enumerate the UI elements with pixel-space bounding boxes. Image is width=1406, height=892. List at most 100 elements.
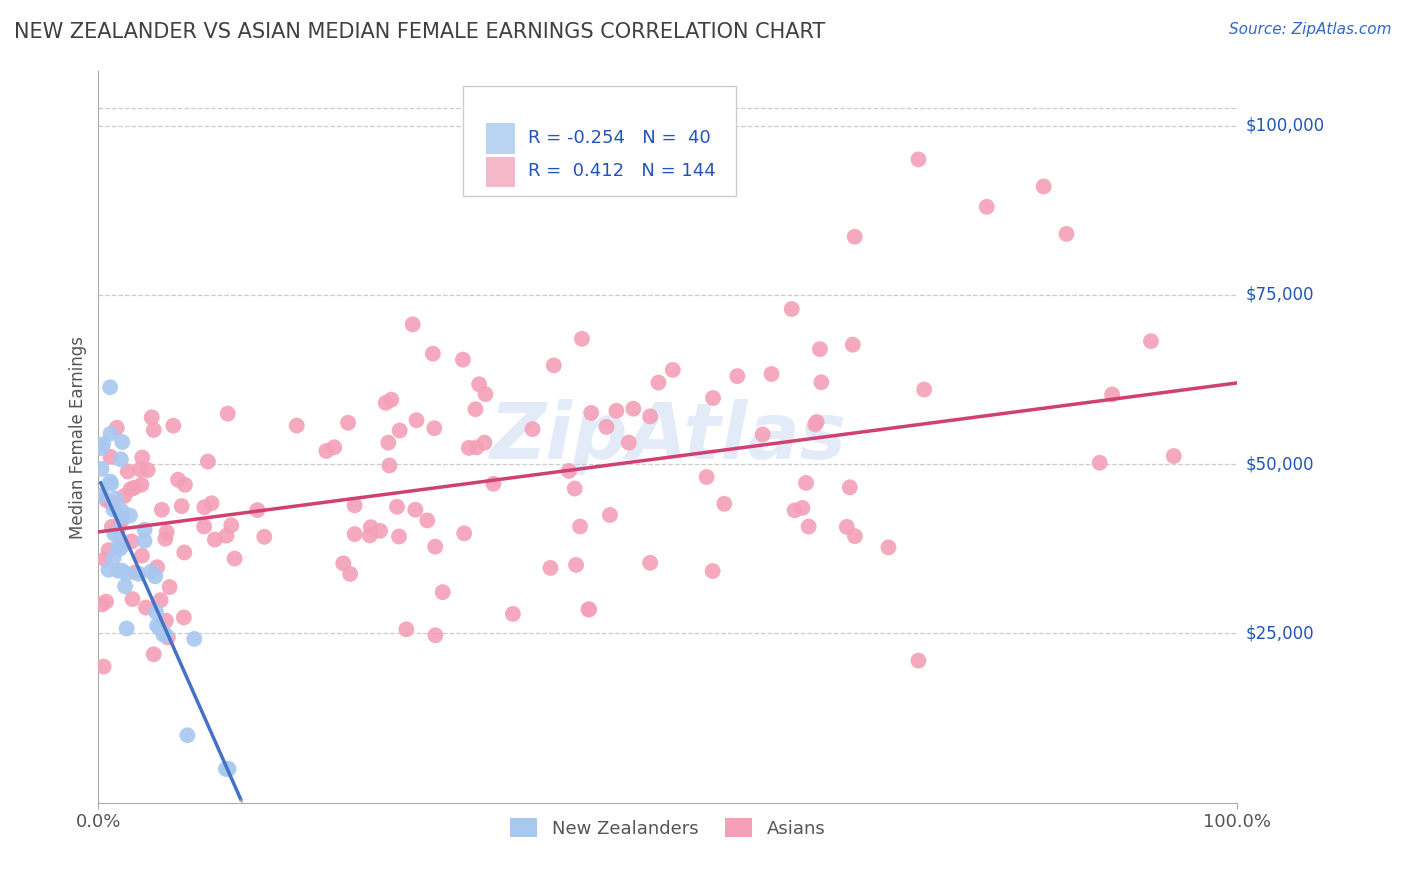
Point [183,632,205,646]
Point [150,503,173,517]
Point [806,415,828,429]
Text: $100,000: $100,000 [1246,117,1324,135]
Point [94,552,117,566]
Point [404,502,426,516]
Point [661,363,683,377]
Point [100,476,122,491]
Point [107,564,129,578]
Text: R = -0.254   N =  40: R = -0.254 N = 40 [527,129,710,147]
Point [621,401,644,416]
Point [792,500,814,515]
Point [215,529,238,543]
Point [323,440,346,454]
Point [482,476,505,491]
Point [104,491,127,506]
Point [146,618,169,632]
Point [377,435,399,450]
Point [315,444,337,458]
Point [564,482,586,496]
Point [804,417,827,432]
Point [360,520,382,534]
Point [111,509,134,524]
Point [538,561,561,575]
Point [111,564,134,578]
Point [571,332,593,346]
Point [97,563,120,577]
Point [595,420,617,434]
Point [219,518,242,533]
Point [474,435,496,450]
Point [124,566,146,580]
Point [135,600,157,615]
Point [388,529,411,543]
Point [797,519,820,533]
Point [1032,179,1054,194]
Point [96,493,118,508]
Point [702,391,724,405]
Point [117,465,139,479]
Point [115,622,138,636]
Point [647,376,669,390]
Point [1163,449,1185,463]
Point [713,497,735,511]
FancyBboxPatch shape [485,157,515,186]
Point [422,347,444,361]
Point [761,367,783,381]
Point [91,437,114,451]
Point [112,489,135,503]
Y-axis label: Median Female Earnings: Median Female Earnings [69,335,87,539]
Point [148,621,170,635]
Point [200,496,222,510]
Point [193,500,215,515]
Text: $75,000: $75,000 [1246,285,1315,304]
Point [1088,456,1111,470]
Point [808,342,831,356]
Point [162,418,184,433]
Point [103,550,125,565]
Point [103,527,125,541]
Point [149,593,172,607]
Text: R =  0.412   N = 144: R = 0.412 N = 144 [527,162,716,180]
Point [193,519,215,533]
Point [912,383,935,397]
Point [131,549,153,563]
Point [425,540,447,554]
Point [285,418,308,433]
Point [156,524,179,539]
Point [844,529,866,543]
Point [246,503,269,517]
Point [451,352,474,367]
Point [842,337,865,351]
Point [145,605,167,619]
Point [558,464,581,478]
Point [1054,227,1078,241]
Point [359,528,381,542]
Point [780,301,803,316]
Point [343,527,366,541]
Point [416,513,439,527]
Point [218,762,240,776]
Point [101,520,124,534]
Point [141,410,163,425]
Point [90,462,112,476]
Point [502,607,524,621]
Point [368,524,391,538]
Point [120,482,142,496]
Point [217,407,239,421]
Point [90,442,112,456]
Point [118,508,141,523]
Point [110,541,132,556]
Point [107,519,129,533]
Point [578,602,600,616]
Point [638,556,661,570]
Point [569,519,592,533]
Point [380,392,402,407]
Point [794,475,817,490]
Point [98,380,121,394]
Point [253,530,276,544]
Point [139,565,162,579]
Point [907,654,929,668]
Point [107,539,129,553]
Point [105,524,128,539]
FancyBboxPatch shape [485,123,515,153]
